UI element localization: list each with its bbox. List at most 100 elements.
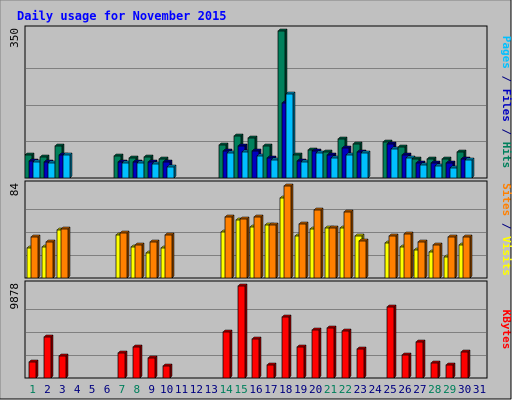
bar-sites-day-10 — [164, 232, 175, 279]
bar-face — [313, 209, 322, 279]
bar-sites-day-21 — [328, 225, 339, 279]
bar-face — [358, 240, 367, 279]
hits-files-pages-series-label: Pages / Files / Hits — [500, 36, 512, 169]
bar-face — [132, 346, 141, 379]
bar-face — [164, 234, 173, 279]
bar-sites-day-28 — [432, 242, 443, 279]
bar-face — [62, 154, 71, 179]
x-tick-label-day-2: 2 — [44, 383, 51, 396]
x-tick-label-day-8: 8 — [133, 383, 140, 396]
bar-face — [47, 162, 56, 179]
series-label-part: Pages — [500, 36, 512, 69]
chart-title: Daily usage for November 2015 — [17, 9, 227, 23]
series-label-part: Files — [500, 89, 512, 122]
bar-face — [28, 361, 37, 379]
kbytes-max-label: 9878 — [8, 283, 21, 310]
bar-face — [464, 159, 473, 179]
x-tick-label-day-28: 28 — [428, 383, 441, 396]
bar-sites-day-26 — [403, 231, 414, 279]
bar-sites-day-22 — [343, 209, 354, 279]
x-tick-label-day-20: 20 — [309, 383, 322, 396]
bar-sites-day-3 — [60, 226, 71, 279]
bar-sites-day-16 — [253, 214, 264, 279]
bar-kbytes-day-28 — [430, 360, 441, 379]
bar-face — [266, 364, 275, 379]
bar-face — [345, 154, 354, 179]
bar-kbytes-day-10 — [162, 363, 173, 379]
bar-face — [285, 93, 294, 179]
x-tick-label-day-30: 30 — [458, 383, 471, 396]
series-label-part: / — [500, 69, 512, 89]
bar-face — [326, 327, 335, 379]
x-tick-label-day-11: 11 — [175, 383, 188, 396]
bar-face — [300, 161, 309, 179]
x-tick-label-day-3: 3 — [59, 383, 66, 396]
bar-kbytes-day-15 — [237, 283, 248, 379]
x-tick-label-day-5: 5 — [89, 383, 96, 396]
bar-face — [311, 329, 320, 379]
bar-face — [343, 211, 352, 279]
series-label-part: Hits — [500, 142, 512, 169]
bar-face — [296, 346, 305, 379]
bar-kbytes-day-2 — [43, 334, 54, 379]
series-label-part: / — [500, 122, 512, 142]
x-tick-label-day-31: 31 — [473, 383, 486, 396]
bar-face — [226, 152, 235, 179]
bar-face — [121, 162, 130, 179]
series-label-part: Visits — [500, 236, 512, 276]
x-axis-labels: 1 2 3 4 5 6 7 8 9 10 11 12 13 14 15 16 17 18 19 20 21 22 23 24 2… — [29, 383, 486, 396]
bar-sites-day-2 — [45, 239, 56, 279]
bar-sites-day-25 — [388, 233, 399, 279]
bar-sites-day-23 — [358, 238, 369, 279]
bar-sites-day-7 — [119, 230, 130, 279]
x-tick-label-day-23: 23 — [354, 383, 367, 396]
bar-face — [166, 166, 175, 179]
bar-sites-day-20 — [313, 207, 324, 279]
bar-face — [356, 348, 365, 379]
bar-kbytes-day-22 — [341, 328, 352, 379]
x-tick-label-day-9: 9 — [148, 383, 155, 396]
bar-sites-day-8 — [134, 242, 145, 279]
visits-sites-max-label: 84 — [8, 183, 21, 197]
bar-kbytes-day-8 — [132, 344, 143, 379]
bar-face — [222, 331, 231, 379]
x-tick-label-day-10: 10 — [160, 383, 173, 396]
bar-kbytes-day-18 — [281, 314, 292, 379]
bar-sites-day-29 — [447, 234, 458, 279]
bar-face — [43, 336, 52, 379]
x-tick-label-day-4: 4 — [74, 383, 81, 396]
x-tick-label-day-24: 24 — [369, 383, 383, 396]
bar-sites-day-18 — [283, 183, 294, 279]
bar-kbytes-day-16 — [251, 336, 262, 379]
bar-face — [149, 241, 158, 279]
bar-sites-day-9 — [149, 239, 160, 279]
bar-face — [151, 163, 160, 179]
visits-sites-panel: 84 Sites / Visits — [8, 180, 512, 279]
bar-face — [251, 338, 260, 379]
x-tick-label-day-15: 15 — [234, 383, 247, 396]
bar-face — [283, 185, 292, 279]
bar-sites-day-30 — [462, 234, 473, 279]
bar-sites-day-27 — [417, 239, 428, 279]
bar-face — [390, 148, 399, 179]
bar-kbytes-day-27 — [415, 339, 426, 379]
bar-face — [445, 364, 454, 379]
bar-face — [401, 354, 410, 379]
bar-face — [270, 159, 279, 179]
kbytes-panel: 9878 KBytes — [8, 280, 512, 379]
bar-face — [432, 244, 441, 279]
bar-kbytes-day-19 — [296, 344, 307, 379]
bar-kbytes-day-20 — [311, 327, 322, 379]
hits-files-pages-panel: 350 Pages / Files / Hits — [8, 25, 512, 179]
x-tick-label-day-13: 13 — [205, 383, 218, 396]
bar-face — [298, 223, 307, 279]
bar-face — [419, 164, 428, 179]
bar-pages-day-3 — [62, 152, 73, 179]
bar-face — [417, 241, 426, 279]
x-tick-label-day-1: 1 — [29, 383, 36, 396]
bar-face — [136, 162, 145, 179]
x-tick-label-day-12: 12 — [190, 383, 203, 396]
bar-kbytes-day-9 — [147, 355, 158, 379]
panels-layer: 350 Pages / Files / Hits 84 Sites / Visits 9… — [8, 25, 512, 379]
bar-kbytes-day-30 — [460, 349, 471, 379]
